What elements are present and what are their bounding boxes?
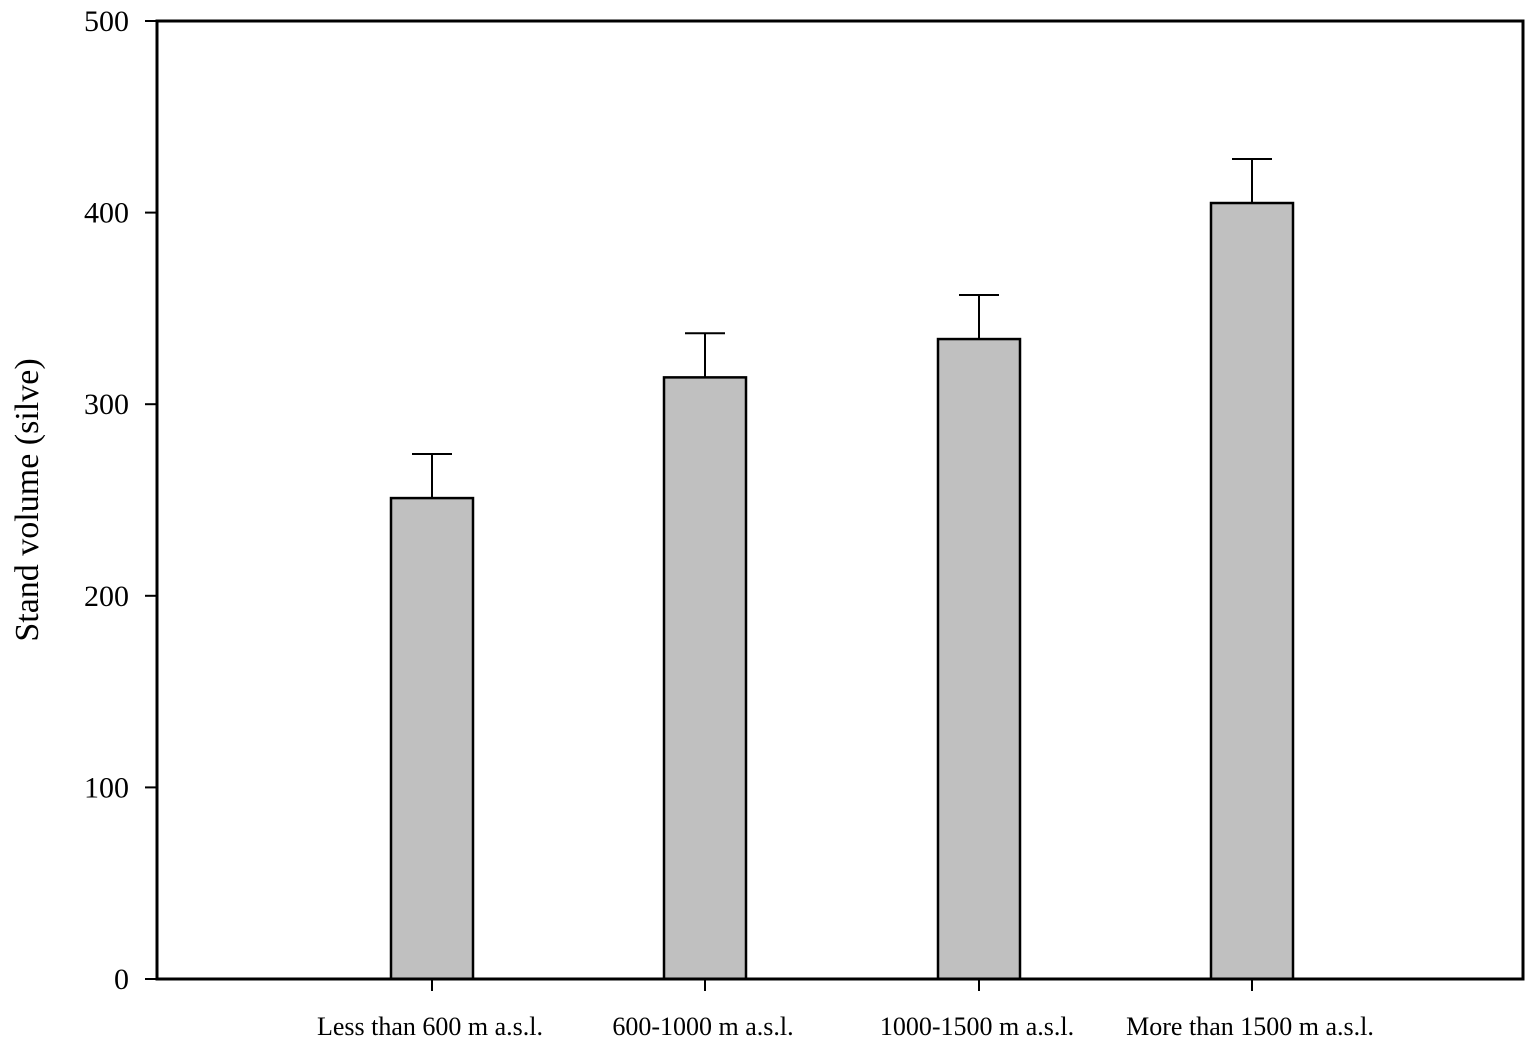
error-bars-layer xyxy=(412,157,1272,499)
bar xyxy=(389,496,475,981)
bar xyxy=(1209,201,1295,981)
x-tick-label: Less than 600 m a.s.l. xyxy=(317,1012,543,1041)
bars-layer xyxy=(389,201,1295,981)
y-tick-label: 0 xyxy=(114,963,129,996)
y-tick-label: 100 xyxy=(84,771,129,804)
x-tick-label: More than 1500 m a.s.l. xyxy=(1126,1012,1374,1041)
y-tick-label: 300 xyxy=(84,388,129,421)
x-axis: Less than 600 m a.s.l. 600-1000 m a.s.l. 1… xyxy=(317,979,1374,1041)
y-axis-title: Stand volume (silve) xyxy=(9,358,46,641)
y-axis: 0 100 200 300 400 500 xyxy=(84,5,157,996)
y-tick-label: 200 xyxy=(84,580,129,613)
bar xyxy=(936,337,1022,981)
x-tick-label: 600-1000 m a.s.l. xyxy=(612,1012,793,1041)
bar xyxy=(662,376,748,981)
x-tick-label: 1000-1500 m a.s.l. xyxy=(880,1012,1074,1041)
plot-frame xyxy=(155,19,1525,981)
y-tick-label: 400 xyxy=(84,197,129,230)
y-tick-label: 500 xyxy=(84,5,129,38)
